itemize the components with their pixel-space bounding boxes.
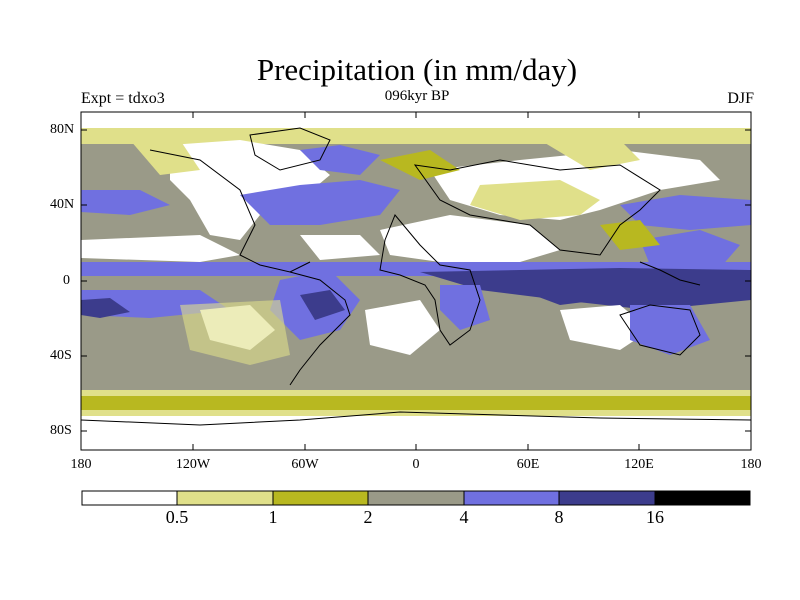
colorbar [81,490,751,506]
colorbar-swatch-5 [463,490,560,506]
colorbar-label: 2 [363,507,373,527]
lon-label-120e: 120E [624,457,654,472]
colorbar-label: 1 [268,507,278,527]
colorbar-label: 8 [554,507,564,527]
colorbar-label: 0.5 [165,507,189,527]
lat-label-40s: 40S [50,348,72,363]
colorbar-label: 16 [646,507,664,527]
map-title: Precipitation (in mm/day) [256,52,578,87]
lat-label-0: 0 [63,273,70,288]
lat-label-80s: 80S [50,423,72,438]
colorbar-label: 4 [459,507,469,527]
lon-label-0: 0 [412,457,420,472]
colorbar-swatch-2 [176,490,274,506]
colorbar-swatch-1 [81,490,178,506]
lon-label-180w: 180 [70,457,92,472]
colorbar-swatch-7 [654,490,751,506]
season-label: DJF [727,90,754,107]
experiment-label: Expt = tdxo3 [81,90,165,107]
precipitation-field [81,112,751,450]
lon-label-60e: 60E [516,457,540,472]
lon-label-60w: 60W [291,457,319,472]
lon-label-180e: 180 [740,457,762,472]
period-label: 096kyr BP [384,88,450,104]
lat-label-80n: 80N [50,122,75,137]
lon-label-120w: 120W [175,457,211,472]
colorbar-swatch-4 [367,490,465,506]
colorbar-swatch-3 [272,490,369,506]
lat-label-40n: 40N [50,197,75,212]
colorbar-swatch-6 [558,490,656,506]
